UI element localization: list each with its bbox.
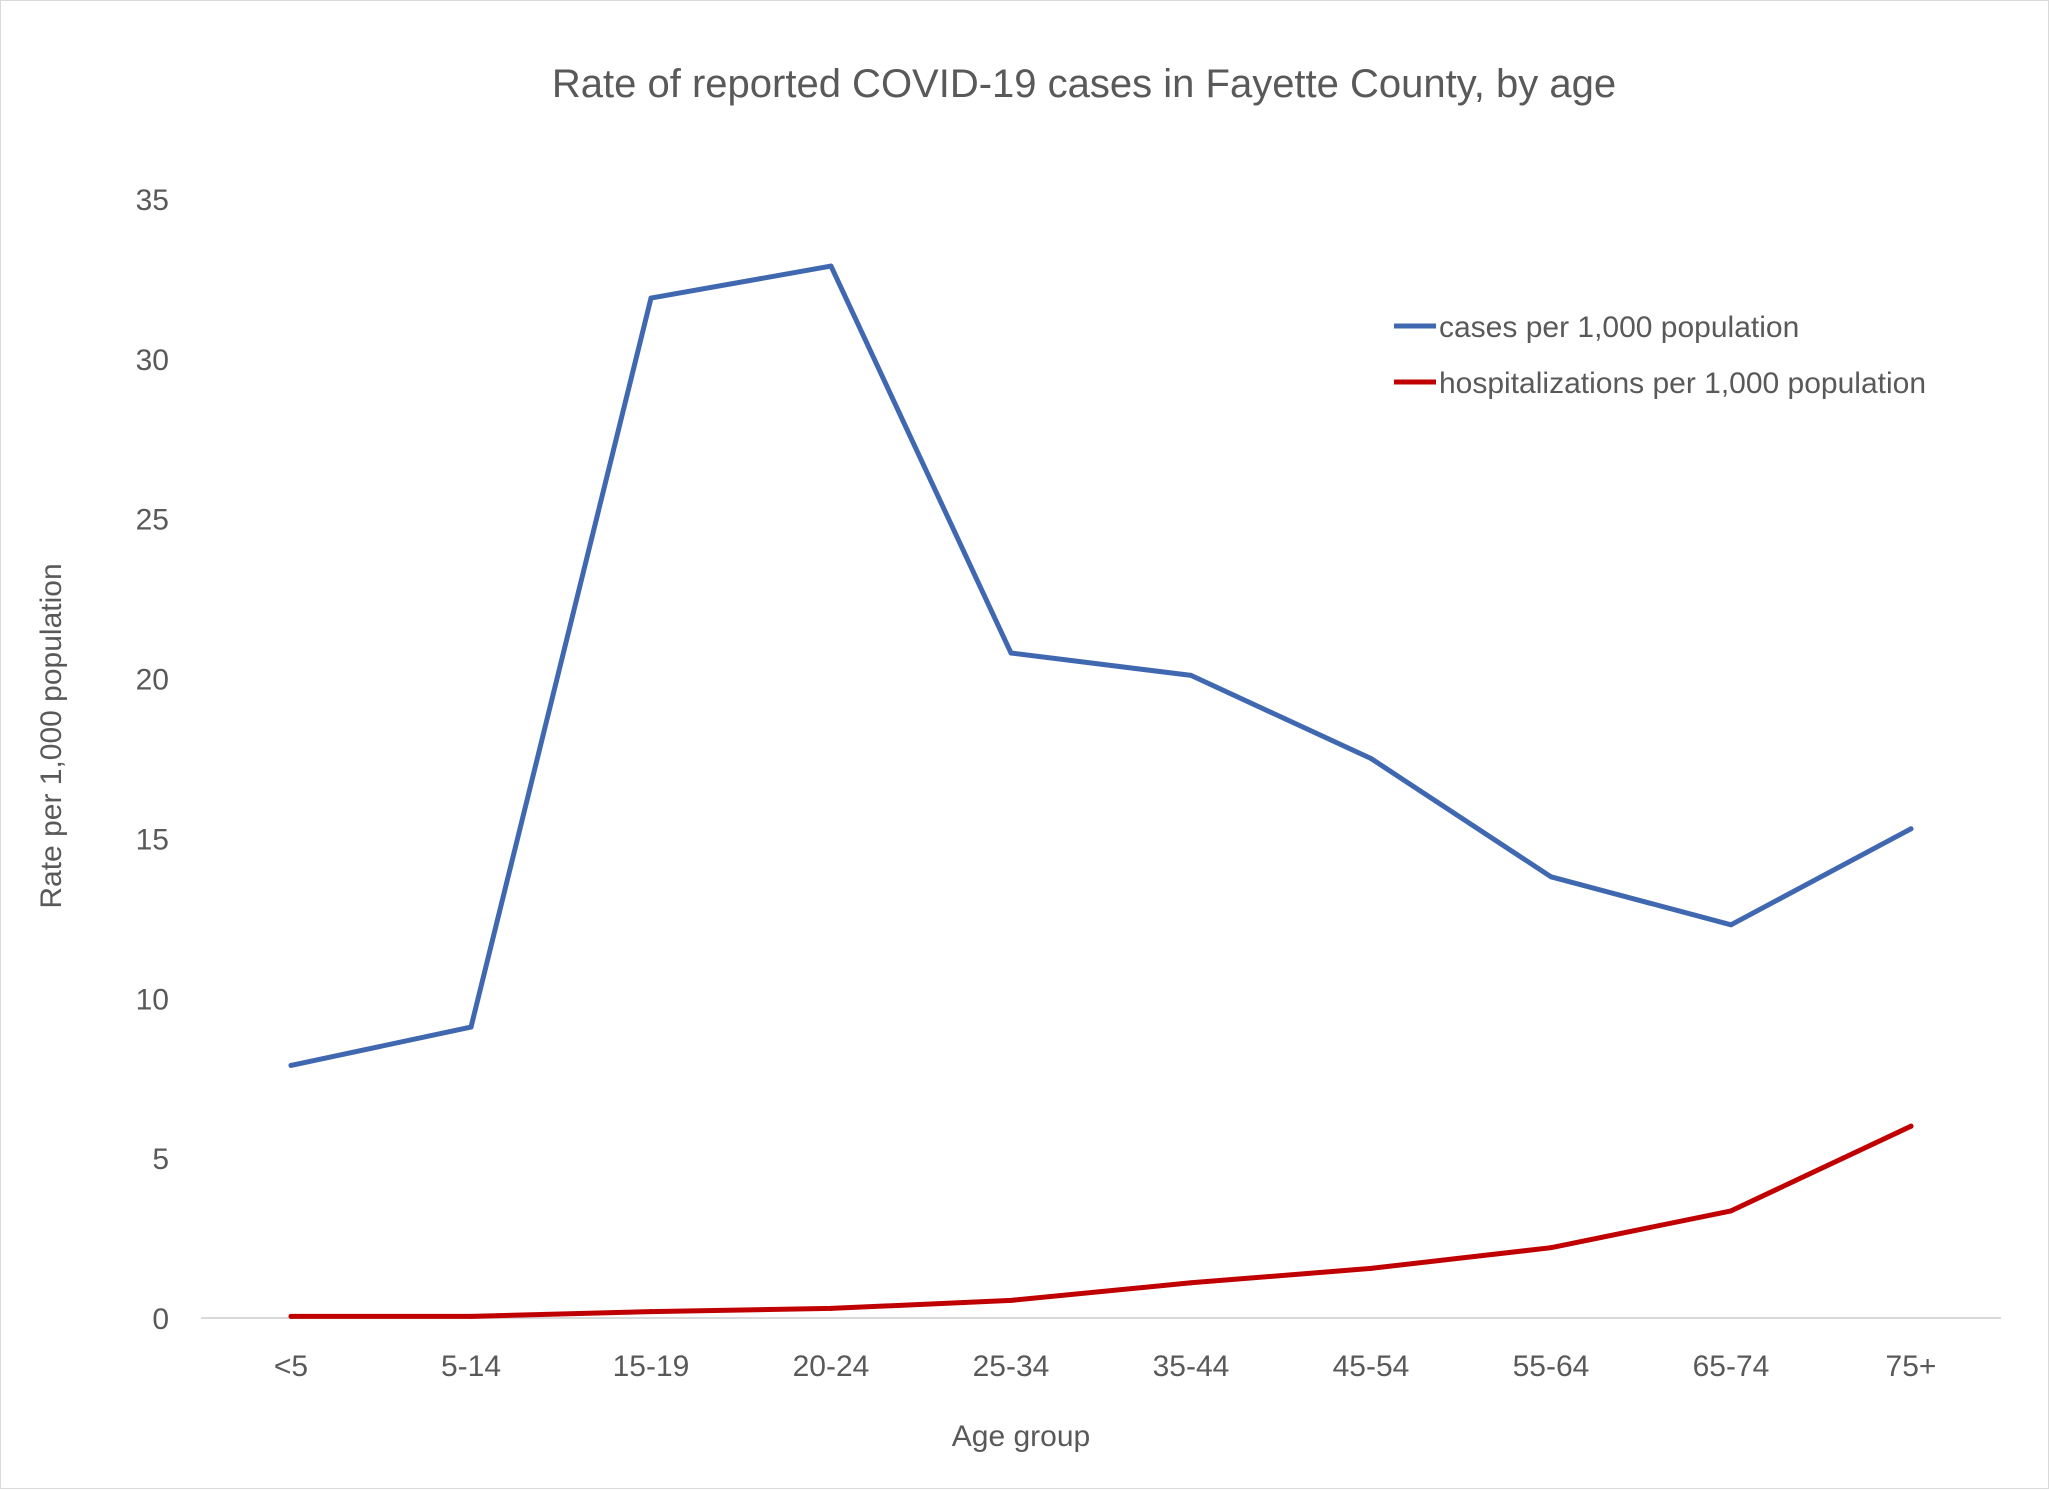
data-point-hospitalizations [288, 1313, 294, 1319]
data-point-cases [1008, 650, 1014, 656]
series-lines [288, 263, 1914, 1319]
x-tick-label: 45-54 [1333, 1350, 1410, 1383]
legend-item-hospitalizations: hospitalizations per 1,000 population [1394, 367, 1926, 400]
y-tick-label: 20 [136, 664, 169, 697]
y-tick-label: 10 [136, 983, 169, 1016]
data-point-hospitalizations [1368, 1265, 1374, 1271]
data-point-cases [1188, 672, 1194, 678]
x-tick-label: 55-64 [1513, 1350, 1590, 1383]
x-tick-label: 75+ [1886, 1350, 1937, 1383]
y-axis-ticks: 0 5 10 15 20 25 30 35 [136, 184, 169, 1336]
chart-title: Rate of reported COVID-19 cases in Fayet… [552, 62, 1616, 106]
legend-item-cases: cases per 1,000 population [1394, 311, 1799, 344]
data-point-cases [828, 263, 834, 269]
x-axis-title: Age group [952, 1420, 1090, 1453]
data-point-cases [1548, 874, 1554, 880]
data-point-cases [1908, 826, 1914, 832]
data-point-cases [648, 295, 654, 301]
y-tick-label: 5 [152, 1143, 169, 1176]
data-point-hospitalizations [1548, 1245, 1554, 1251]
x-tick-label: 35-44 [1153, 1350, 1230, 1383]
data-point-hospitalizations [648, 1309, 654, 1315]
x-tick-label: 5-14 [441, 1350, 501, 1383]
x-axis-ticks: <5 5-14 15-19 20-24 25-34 35-44 45-54 55-64 65-7… [274, 1350, 1937, 1383]
data-point-cases [468, 1024, 474, 1030]
data-point-hospitalizations [1908, 1123, 1914, 1129]
data-point-hospitalizations [468, 1313, 474, 1319]
y-tick-label: 30 [136, 344, 169, 377]
y-tick-label: 35 [136, 184, 169, 217]
y-tick-label: 0 [152, 1303, 169, 1336]
legend-label-cases: cases per 1,000 population [1439, 311, 1799, 344]
data-point-cases [1728, 922, 1734, 928]
data-point-hospitalizations [1188, 1280, 1194, 1286]
x-tick-label: <5 [274, 1350, 308, 1383]
y-tick-label: 25 [136, 504, 169, 537]
series-line-cases [288, 263, 1914, 1068]
x-tick-label: 65-74 [1693, 1350, 1770, 1383]
x-tick-label: 20-24 [793, 1350, 870, 1383]
x-tick-label: 15-19 [613, 1350, 690, 1383]
data-point-hospitalizations [1728, 1208, 1734, 1214]
data-point-hospitalizations [828, 1305, 834, 1311]
data-point-cases [288, 1062, 294, 1068]
data-point-hospitalizations [1008, 1297, 1014, 1303]
y-axis-title: Rate per 1,000 population [35, 563, 68, 908]
x-tick-label: 25-34 [973, 1350, 1050, 1383]
legend-label-hospitalizations: hospitalizations per 1,000 population [1439, 367, 1926, 400]
data-point-cases [1368, 756, 1374, 761]
legend: cases per 1,000 population hospitalizati… [1394, 311, 1926, 400]
series-line-hospitalizations [288, 1123, 1914, 1319]
y-tick-label: 15 [136, 823, 169, 856]
